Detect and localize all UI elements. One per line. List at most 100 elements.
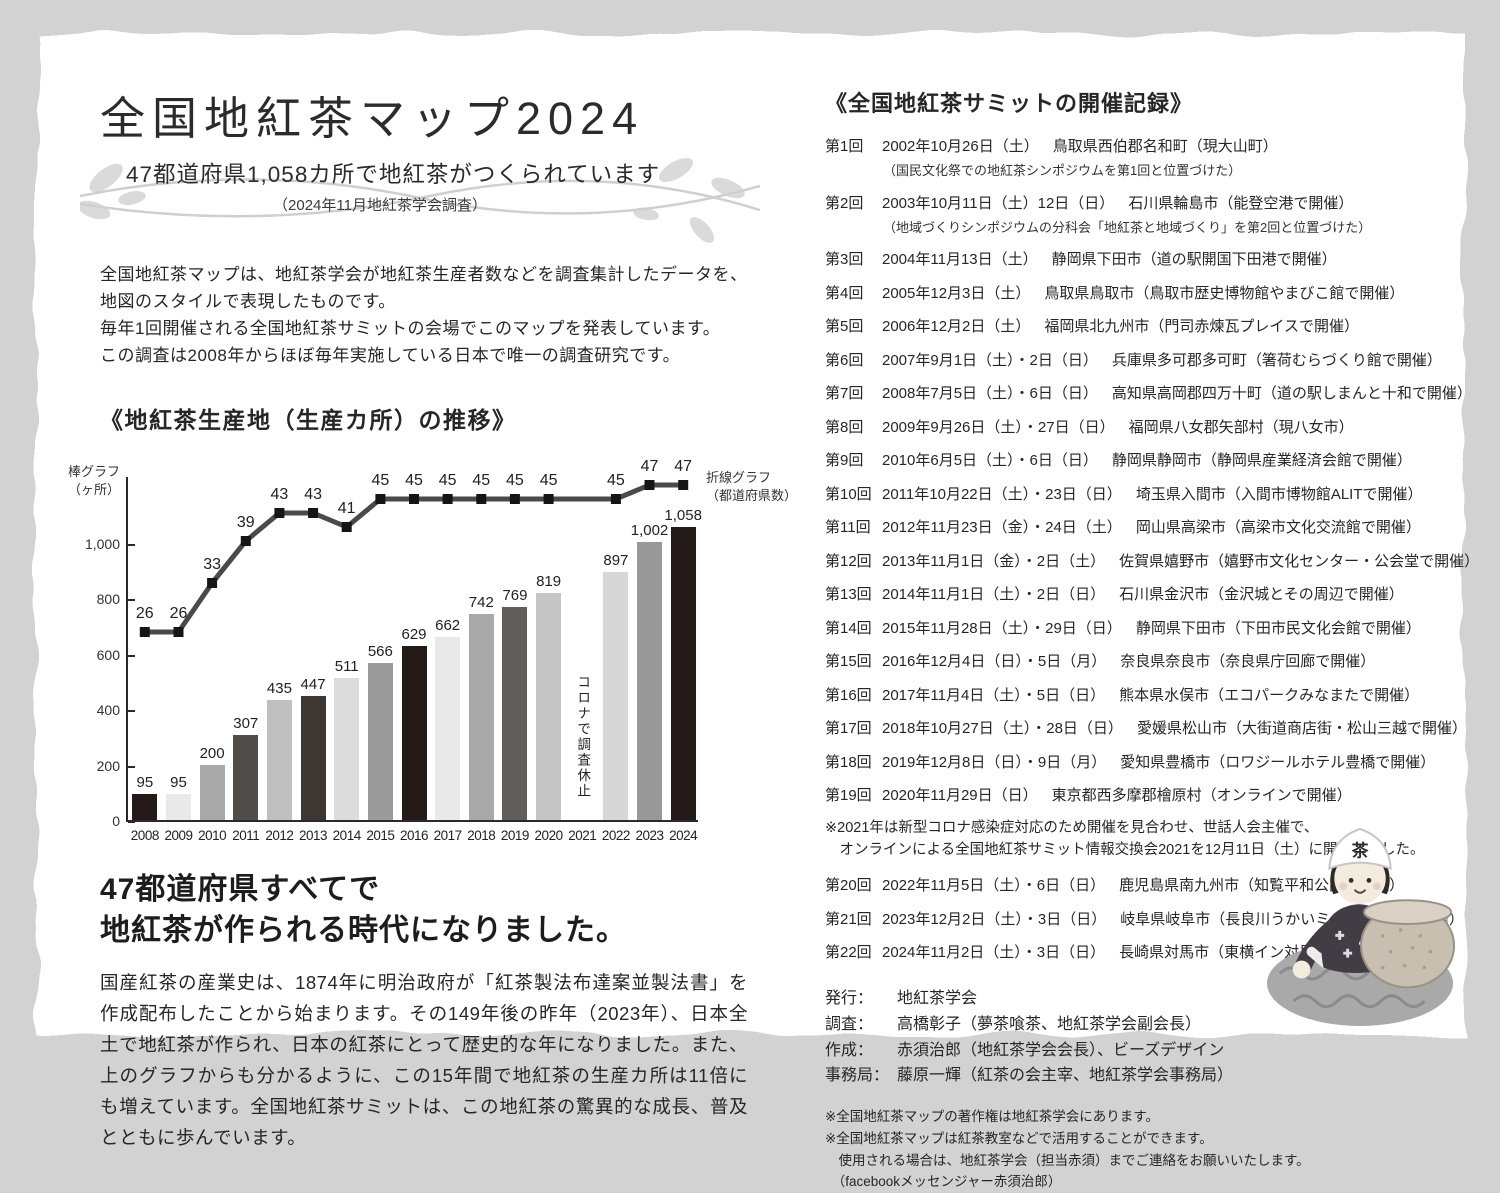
tea-picker-illustration: 茶 [1266, 827, 1456, 1026]
bar [435, 636, 461, 820]
line-value-label: 45 [472, 472, 491, 489]
summit-record: 第18回 2019年12月8日（日）・9日（月） 愛知県豊橋市（ロワジールホテル豊橋… [825, 751, 1500, 772]
bar-value-label: 95 [170, 773, 187, 791]
summit-record: 第12回 2013年11月1日（金）・2日（土） 佐賀県嬉野市（嬉野市文化センター・… [825, 550, 1500, 571]
line-value-label: 45 [505, 472, 524, 489]
record-date: 2006年12月2日（土） [882, 318, 1031, 335]
line-value-label: 45 [539, 472, 558, 489]
record-number: 第12回 [825, 552, 872, 570]
footnotes: ※全国地紅茶マップの著作権は地紅茶学会にあります。 ※全国地紅茶マップは紅茶教室な… [825, 1106, 1500, 1193]
summit-list: 第1回 2002年10月26日（土） 鳥取県西伯郡名和町（現大山町） （国民文化祭での… [825, 135, 1500, 962]
record-location: 愛知県豊橋市（ロワジールホテル豊橋で開催） [1120, 753, 1436, 771]
summit-record: 第4回 2005年12月3日（土） 鳥取県鳥取市（鳥取市歴史博物館やまびこ館で開催） [825, 282, 1500, 303]
record-location: 静岡県下田市（下田市民文化会館で開催） [1135, 619, 1421, 637]
record-date: 2011年10月22日（土）・23日（日） [882, 485, 1122, 503]
credit-value: 地紅茶学会 [897, 990, 978, 1008]
summit-record: 第11回 2012年11月23日（金）・24日（土） 岡山県高梁市（高梁市文化交流館… [825, 516, 1500, 537]
record-date: 2018年10月27日（土）・28日（日） [882, 720, 1123, 737]
record-number: 第22回 [825, 944, 872, 962]
bar-value-label: 447 [300, 676, 326, 694]
bar-value-label: 435 [266, 679, 292, 697]
credit-label: 作成： [825, 1041, 874, 1059]
y-tick-label: 400 [96, 702, 120, 719]
x-tick-label: 2018 [467, 828, 496, 843]
x-tick-label: 2022 [601, 828, 631, 843]
y-tick-label: 200 [96, 757, 120, 774]
record-location: 奈良県奈良市（奈良県庁回廊で開催） [1120, 653, 1376, 670]
record-number: 第11回 [825, 519, 871, 536]
hand [1292, 960, 1311, 979]
record-date: 2009年9月26日（土）・27日（日） [882, 418, 1115, 436]
summit-record: 第7回 2008年7月5日（土）・6日（日） 高知県高岡郡四万十町（道の駅しまんと十… [825, 382, 1500, 403]
x-tick-label: 2010 [198, 828, 227, 843]
production-chart: 棒グラフ （ヶ所） 折線グラフ （都道府県数） 0 200 400 600 800 1,000… [68, 439, 797, 843]
y-tick [128, 821, 135, 823]
record-number: 第18回 [825, 753, 872, 771]
record-location: 石川県金沢市（金沢城とその周辺で開催） [1119, 586, 1404, 603]
record-date: 2019年12月8日（日）・9日（月） [882, 753, 1107, 771]
bar-value-label: 95 [136, 773, 154, 791]
y-tick [128, 599, 135, 602]
bar [367, 663, 393, 820]
line-value-label: 26 [169, 605, 188, 622]
credit-value: 赤須治郎（地紅茶学会会長）、ビーズデザイン [897, 1041, 1225, 1059]
bar-value-label: 819 [536, 573, 562, 591]
y-tick-label: 800 [96, 591, 120, 608]
x-tick-label: 2014 [332, 828, 362, 843]
line-value-label: 45 [438, 472, 457, 489]
bar-value-label: 629 [401, 625, 427, 643]
summit-record: 第16回 2017年11月4日（土）・5日（日） 熊本県水俣市（エコパークみなまたで… [825, 684, 1500, 705]
record-date: 2015年11月28日（土）・29日（日） [882, 619, 1122, 637]
line-value-label: 43 [304, 486, 322, 503]
highlight-line1: 47都道府県すべてで [100, 873, 381, 906]
covid-missing-label: コロナで調査休止 [575, 675, 591, 799]
record-number: 第8回 [825, 418, 864, 436]
footnote-line: ※全国地紅茶マップの著作権は地紅茶学会にあります。 [825, 1108, 1159, 1124]
record-location: 石川県輪島市（能登空港で開催） [1128, 194, 1354, 212]
bar-value-label: 200 [199, 744, 225, 762]
record-date: 2004年11月13日（土） [882, 251, 1038, 268]
left-column: 全国地紅茶マップ2024 47都道府県1,058カ所で地紅茶がつくられています … [68, 82, 797, 1153]
summit-record: 第14回 2015年11月28日（土）・29日（日） 静岡県下田市（下田市民文化会館… [825, 617, 1500, 638]
bar [233, 734, 259, 820]
record-number: 第21回 [825, 910, 872, 928]
covid-note: ※2021年は新型コロナ感染症対応のため開催を見合わせ、世話人会主催で、 オンラ… [825, 820, 1425, 859]
bar [199, 764, 225, 820]
bar-axis-label: 棒グラフ （ヶ所） [67, 464, 120, 497]
record-number: 第1回 [825, 138, 864, 155]
page-title: 全国地紅茶マップ2024 [100, 93, 645, 144]
headscarf [1328, 827, 1392, 871]
record-location: 兵庫県多可郡多可町（箸荷むらづくり館で開催） [1111, 351, 1442, 369]
intro-line: 全国地紅茶マップは、地紅茶学会が地紅茶生産者数などを調査集計したデータを、 [100, 265, 748, 284]
credit-value: 藤原一輝（紅茶の会主宰、地紅茶学会事務局） [897, 1067, 1234, 1085]
record-date: 2017年11月4日（土）・5日（日） [882, 686, 1106, 704]
record-location: 高知県高岡郡四万十町（道の駅しまんと十和で開催） [1111, 385, 1472, 402]
record-number: 第10回 [825, 485, 872, 503]
record-date: 2012年11月23日（金）・24日（土） [882, 519, 1122, 536]
summit-record: 第8回 2009年9月26日（土）・27日（日） 福岡県八女郡矢部村（現八女市） [825, 416, 1500, 437]
bar-value-label: 1,002 [630, 522, 669, 540]
summit-record: 第5回 2006年12月2日（土） 福岡県北九州市（門司赤煉瓦プレイスで開催） [825, 315, 1500, 336]
summit-title: 《全国地紅茶サミットの開催記録》 [825, 91, 1194, 116]
x-tick-label: 2008 [130, 828, 160, 843]
chart-title: 《地紅茶生産地（生産カ所）の推移》 [100, 407, 517, 433]
line-value-label: 39 [236, 514, 255, 531]
record-number: 第19回 [825, 787, 872, 804]
record-location: 佐賀県嬉野市（嬉野市文化センター・公会堂で開催） [1119, 552, 1480, 570]
record-location: 福岡県北九州市（門司赤煉瓦プレイスで開催） [1044, 318, 1359, 335]
x-tick-label: 2019 [500, 828, 530, 843]
footnote-line: ※全国地紅茶マップは紅茶教室などで活用することができます。 [825, 1130, 1213, 1146]
intro-paragraph: 全国地紅茶マップは、地紅茶学会が地紅茶生産者数などを調査集計したデータを、 地図の… [100, 261, 748, 369]
bar [334, 678, 360, 820]
x-tick-label: 2020 [534, 828, 564, 843]
bar [536, 593, 562, 820]
summit-record: 第10回 2011年10月22日（土）・23日（日） 埼玉県入間市（入間市博物館AL… [825, 483, 1500, 504]
record-date: 2007年9月1日（土）・2日（日） [882, 351, 1098, 369]
y-tick [128, 654, 135, 657]
x-tick-label: 2015 [366, 828, 395, 843]
footnote-line: 使用される場合は、地紅茶学会（担当赤須）までご連絡をお願いいたします。 [825, 1152, 1310, 1168]
record-date: 2014年11月1日（土）・2日（日） [882, 586, 1106, 603]
page-subtitle: 47都道府県1,058カ所で地紅茶がつくられています [126, 162, 661, 187]
x-tick-label: 2024 [669, 828, 698, 843]
record-date: 2013年11月1日（金）・2日（土） [882, 552, 1106, 570]
